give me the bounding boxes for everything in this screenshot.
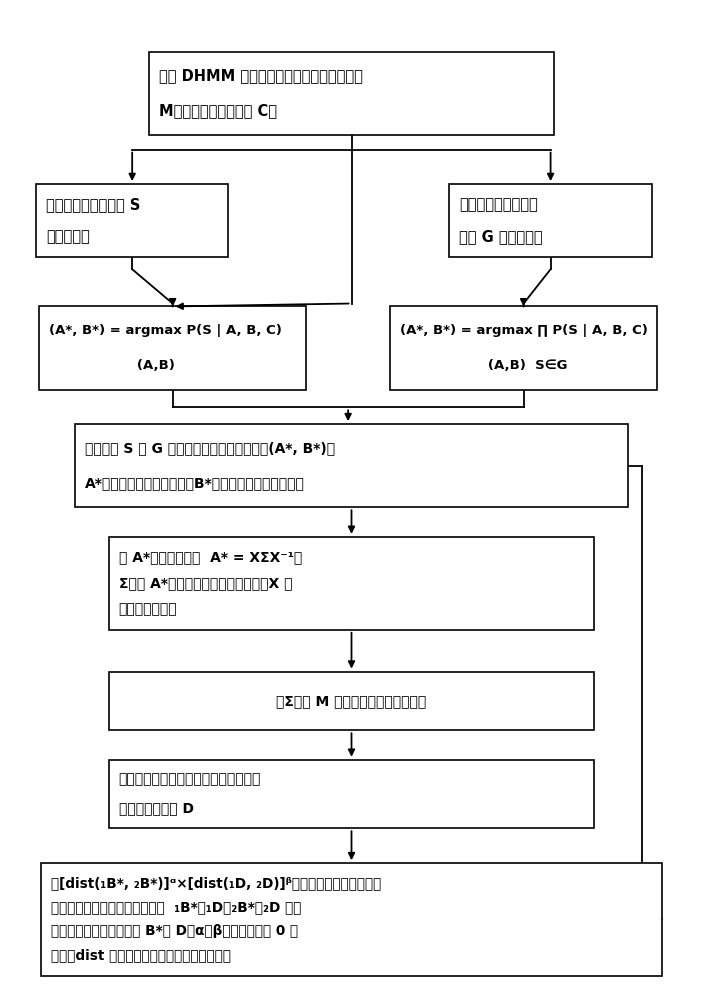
Bar: [108, 672, 595, 730]
Text: (A*, B*) = argmax P(S | A, B, C): (A*, B*) = argmax P(S | A, B, C): [49, 324, 283, 337]
Text: 序组之间的软件行为相异程度；  ₁B*及₁D、₂B*及₂D 分别: 序组之间的软件行为相异程度； ₁B*及₁D、₂B*及₂D 分别: [51, 900, 302, 914]
Text: 给定 DHMM 的隐状态数目（软件行为数目）: 给定 DHMM 的隐状态数目（软件行为数目）: [159, 68, 363, 83]
Bar: [108, 760, 595, 828]
Text: A*表示状态转移概率矩阵，B*表示状态发射概率矩阵。: A*表示状态转移概率矩阵，B*表示状态发射概率矩阵。: [85, 476, 305, 490]
Bar: [39, 306, 306, 390]
Text: 对 A*进行谱分解：  A* = XΣX⁻¹；: 对 A*进行谱分解： A* = XΣX⁻¹；: [119, 550, 302, 564]
Bar: [390, 306, 657, 390]
Text: 排序后的特征值所对应的特征向量构成: 排序后的特征值所对应的特征向量构成: [119, 772, 261, 786]
Text: 输入表示计算机程序 S: 输入表示计算机程序 S: [46, 198, 141, 213]
Text: 特征向量矩阵。: 特征向量矩阵。: [119, 603, 177, 617]
Bar: [149, 52, 554, 135]
Text: 的事件序列: 的事件序列: [46, 229, 90, 244]
Text: 程序 G 的事件序列: 程序 G 的事件序列: [460, 229, 543, 244]
Bar: [449, 184, 652, 257]
Bar: [75, 424, 628, 507]
Text: Σ是由 A*的特征值组成的对角矩阵，X 是: Σ是由 A*的特征值组成的对角矩阵，X 是: [119, 576, 292, 590]
Text: 输入表示一组计算机: 输入表示一组计算机: [460, 198, 538, 213]
Bar: [41, 863, 662, 976]
Text: 表示两个程序或程序组的 B*及 D，α和β是大于或等于 0 的: 表示两个程序或程序组的 B*及 D，α和β是大于或等于 0 的: [51, 924, 298, 938]
Text: 用[dist(₁B*, ₂B*)]ᵅ×[dist(₁D, ₂D)]ᵝ计算一对计算机程序或程: 用[dist(₁B*, ₂B*)]ᵅ×[dist(₁D, ₂D)]ᵝ计算一对计算…: [51, 877, 382, 891]
Text: (A,B)  S∈G: (A,B) S∈G: [401, 359, 568, 372]
Text: (A*, B*) = argmax ∏ P(S | A, B, C): (A*, B*) = argmax ∏ P(S | A, B, C): [401, 324, 648, 337]
Text: M；初始状态概率分布 C。: M；初始状态概率分布 C。: [159, 104, 277, 119]
Text: (A,B): (A,B): [49, 359, 175, 372]
Text: 软件的行为特征 D: 软件的行为特征 D: [119, 802, 193, 816]
Text: 对Σ中的 M 个特征值按数値大小排序: 对Σ中的 M 个特征值按数値大小排序: [276, 694, 427, 708]
Text: 实数，dist 是计算两个矩阵间相异度的函数。: 实数，dist 是计算两个矩阵间相异度的函数。: [51, 948, 231, 962]
Bar: [108, 537, 595, 630]
Text: 输出描述 S 或 G 软件行为的模型参数二元组(A*, B*)；: 输出描述 S 或 G 软件行为的模型参数二元组(A*, B*)；: [85, 441, 335, 455]
Bar: [36, 184, 228, 257]
